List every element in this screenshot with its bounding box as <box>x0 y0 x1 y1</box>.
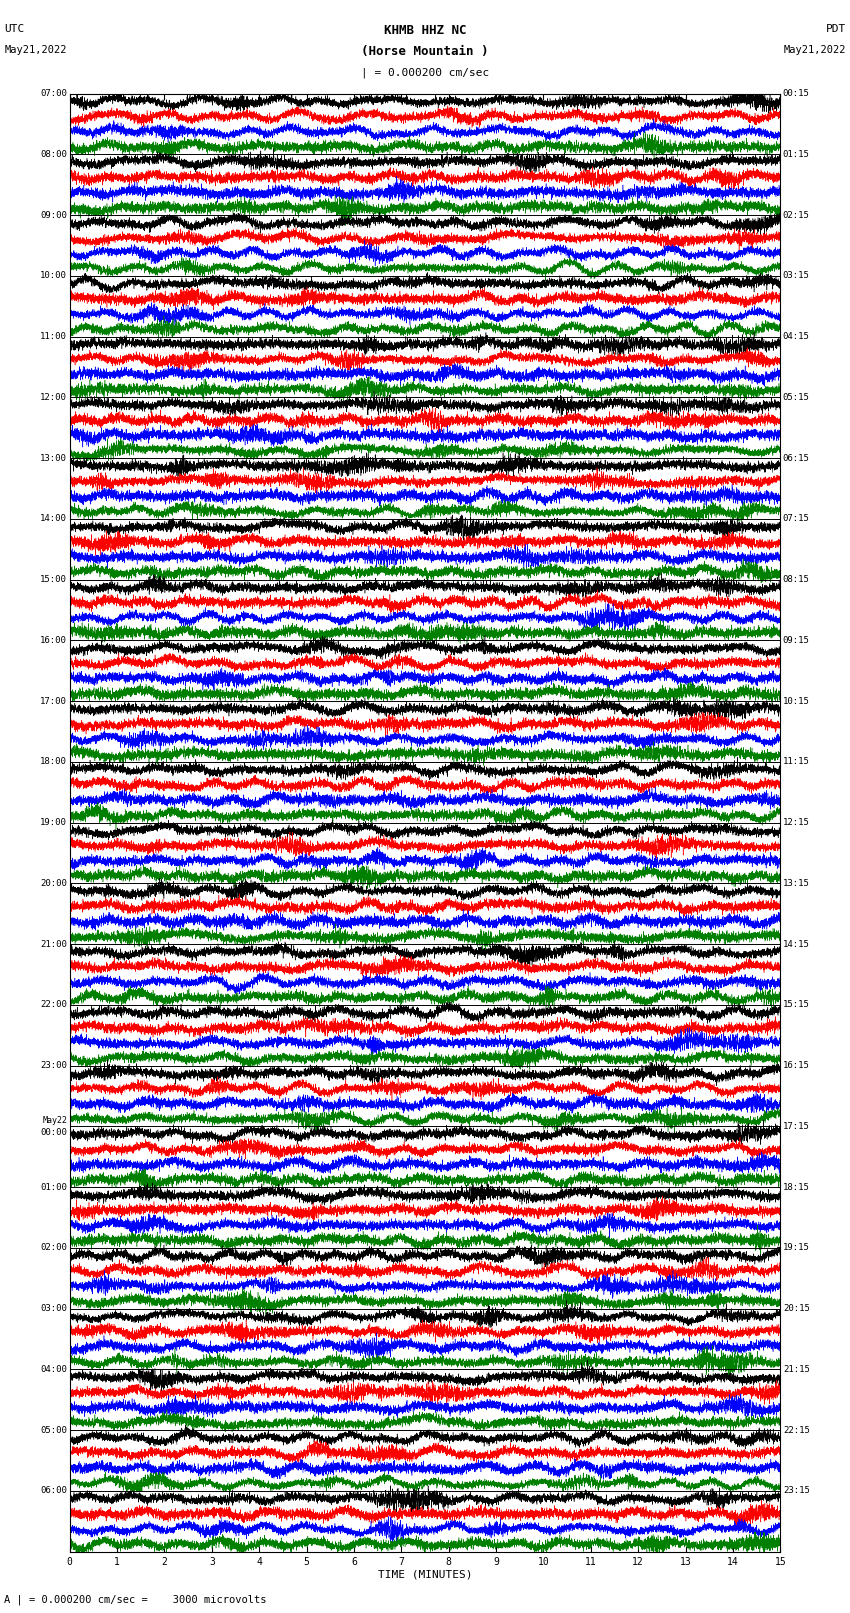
Text: 13:15: 13:15 <box>783 879 810 887</box>
Text: 17:00: 17:00 <box>40 697 67 705</box>
Text: 22:15: 22:15 <box>783 1426 810 1434</box>
Text: 20:15: 20:15 <box>783 1305 810 1313</box>
Text: 02:00: 02:00 <box>40 1244 67 1252</box>
Text: 02:15: 02:15 <box>783 211 810 219</box>
Text: 00:00: 00:00 <box>40 1127 67 1137</box>
Text: 22:00: 22:00 <box>40 1000 67 1010</box>
Text: 15:00: 15:00 <box>40 576 67 584</box>
Text: 11:15: 11:15 <box>783 758 810 766</box>
Text: 10:00: 10:00 <box>40 271 67 281</box>
Text: 09:15: 09:15 <box>783 636 810 645</box>
Text: 04:00: 04:00 <box>40 1365 67 1374</box>
Text: (Horse Mountain ): (Horse Mountain ) <box>361 45 489 58</box>
Text: | = 0.000200 cm/sec: | = 0.000200 cm/sec <box>361 68 489 79</box>
Text: May21,2022: May21,2022 <box>783 45 846 55</box>
Text: 07:15: 07:15 <box>783 515 810 523</box>
Text: 19:15: 19:15 <box>783 1244 810 1252</box>
Text: May21,2022: May21,2022 <box>4 45 67 55</box>
Text: 03:15: 03:15 <box>783 271 810 281</box>
Text: 01:00: 01:00 <box>40 1182 67 1192</box>
Text: 19:00: 19:00 <box>40 818 67 827</box>
Text: 09:00: 09:00 <box>40 211 67 219</box>
Text: 07:00: 07:00 <box>40 89 67 98</box>
Text: 03:00: 03:00 <box>40 1305 67 1313</box>
Text: 11:00: 11:00 <box>40 332 67 340</box>
Text: 14:15: 14:15 <box>783 940 810 948</box>
Text: UTC: UTC <box>4 24 25 34</box>
Text: PDT: PDT <box>825 24 846 34</box>
Text: 04:15: 04:15 <box>783 332 810 340</box>
Text: 06:15: 06:15 <box>783 453 810 463</box>
Text: 17:15: 17:15 <box>783 1123 810 1131</box>
Text: 21:15: 21:15 <box>783 1365 810 1374</box>
Text: 06:00: 06:00 <box>40 1487 67 1495</box>
X-axis label: TIME (MINUTES): TIME (MINUTES) <box>377 1569 473 1579</box>
Text: 14:00: 14:00 <box>40 515 67 523</box>
Text: 23:00: 23:00 <box>40 1061 67 1069</box>
Text: KHMB HHZ NC: KHMB HHZ NC <box>383 24 467 37</box>
Text: 05:00: 05:00 <box>40 1426 67 1434</box>
Text: 08:00: 08:00 <box>40 150 67 158</box>
Text: 13:00: 13:00 <box>40 453 67 463</box>
Text: 08:15: 08:15 <box>783 576 810 584</box>
Text: 01:15: 01:15 <box>783 150 810 158</box>
Text: A | = 0.000200 cm/sec =    3000 microvolts: A | = 0.000200 cm/sec = 3000 microvolts <box>4 1594 267 1605</box>
Text: 16:15: 16:15 <box>783 1061 810 1069</box>
Text: 05:15: 05:15 <box>783 394 810 402</box>
Text: 16:00: 16:00 <box>40 636 67 645</box>
Text: 10:15: 10:15 <box>783 697 810 705</box>
Text: 15:15: 15:15 <box>783 1000 810 1010</box>
Text: 12:15: 12:15 <box>783 818 810 827</box>
Text: May22: May22 <box>42 1116 67 1124</box>
Text: 12:00: 12:00 <box>40 394 67 402</box>
Text: 00:15: 00:15 <box>783 89 810 98</box>
Text: 18:00: 18:00 <box>40 758 67 766</box>
Text: 23:15: 23:15 <box>783 1487 810 1495</box>
Text: 18:15: 18:15 <box>783 1182 810 1192</box>
Text: 20:00: 20:00 <box>40 879 67 887</box>
Text: 21:00: 21:00 <box>40 940 67 948</box>
